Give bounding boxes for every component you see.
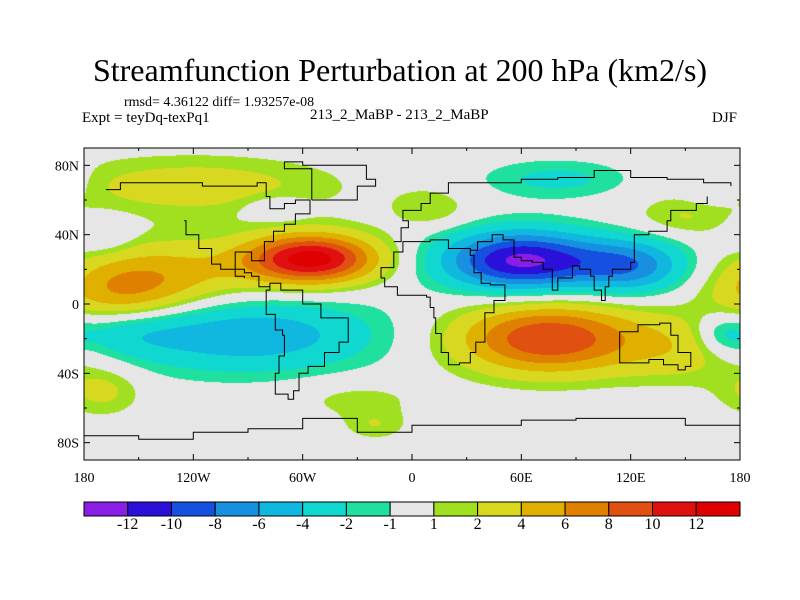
colorbar-swatch <box>170 501 216 517</box>
colorbar-swatch <box>652 501 697 517</box>
colorbar-swatch <box>258 501 304 517</box>
colorbar-swatch <box>608 501 654 517</box>
coastline-2 <box>393 170 732 243</box>
x-tick-label: 60E <box>510 471 533 486</box>
axis-ticks: 180 120W 60W 0 60E 120E 180 80N 40N 0 40S 80S <box>55 148 751 486</box>
coastline-3 <box>380 196 708 301</box>
colorbar-swatch <box>345 501 391 517</box>
x-tick-label: 180 <box>730 471 751 486</box>
colorbar-swatch <box>214 501 260 517</box>
colorbar-label: -2 <box>339 516 354 533</box>
colorbar-swatch <box>695 501 741 517</box>
colorbar-swatch <box>83 501 129 517</box>
colorbar-label: -8 <box>208 516 222 533</box>
colorbar-swatch <box>564 501 610 517</box>
coastlines <box>84 161 740 440</box>
colorbar-swatch <box>477 501 522 517</box>
colorbar-label: -12 <box>117 516 139 533</box>
y-tick-label: 0 <box>72 298 79 313</box>
coastline-5 <box>619 322 692 371</box>
colorbar-swatch <box>433 501 479 517</box>
colorbar-swatch <box>520 501 566 517</box>
x-tick-label: 180 <box>74 471 95 486</box>
y-tick-label: 80S <box>57 437 79 452</box>
colorbar-label: 8 <box>604 516 613 533</box>
coastline-6 <box>84 417 740 440</box>
streamfunction-field <box>84 148 740 460</box>
y-tick-label: 40S <box>57 367 79 382</box>
y-tick-label: 80N <box>55 159 79 174</box>
coastline-1 <box>184 220 245 278</box>
experiment-label: Expt = teyDq-texPq1 <box>82 110 210 126</box>
colorbar-swatch <box>389 501 435 517</box>
coastline-7 <box>283 161 377 201</box>
x-tick-label: 60W <box>289 471 317 486</box>
chart-title: Streamfunction Perturbation at 200 hPa (… <box>92 52 708 88</box>
season-label: DJF <box>712 110 738 126</box>
x-tick-label: 120E <box>616 471 646 486</box>
colorbar-label: -1 <box>383 516 397 533</box>
y-tick-label: 40N <box>55 229 79 244</box>
colorbar-label: -4 <box>295 516 310 533</box>
case-label: 213_2_MaBP - 213_2_MaBP <box>310 107 489 123</box>
colorbar-label: 6 <box>561 516 570 533</box>
colorbar-label: 12 <box>688 516 705 533</box>
colorbar-label: 4 <box>517 516 526 533</box>
x-tick-label: 120W <box>176 471 211 486</box>
stats-line: rmsd= 4.36122 diff= 1.93257e-08 <box>124 95 315 110</box>
colorbar-label: -6 <box>252 516 266 533</box>
colorbar-swatch <box>302 501 347 517</box>
coastline-0 <box>105 182 349 400</box>
colorbar-label: 10 <box>644 516 661 533</box>
colorbar-label: -10 <box>160 516 183 533</box>
colorbar-swatch <box>127 501 172 517</box>
x-tick-label: 0 <box>409 471 416 486</box>
colorbar-label: 1 <box>429 516 438 533</box>
coastline-4 <box>381 250 506 366</box>
colorbar-label: 2 <box>473 516 482 533</box>
